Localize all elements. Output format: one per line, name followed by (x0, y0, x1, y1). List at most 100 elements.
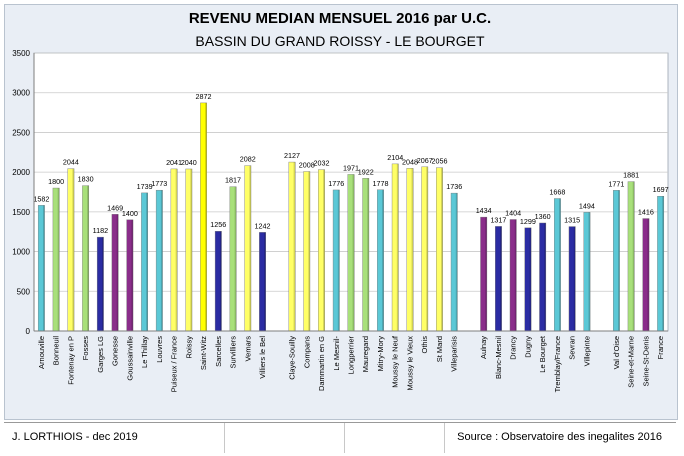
bar-shade (72, 168, 75, 331)
x-tick-label: Saint-Witz (199, 336, 208, 370)
x-tick-label: Aulnay (479, 336, 488, 359)
x-tick-label: Longperrier (347, 336, 356, 375)
bar-shade (131, 219, 134, 331)
bar-shade (146, 192, 148, 331)
bar-shade (617, 190, 620, 331)
x-tick-label: Sevran (568, 336, 577, 360)
bar-shade (485, 217, 487, 331)
x-tick-label: Gonesse (111, 336, 120, 366)
bar-shade (234, 186, 237, 331)
chart-subtitle: BASSIN DU GRAND ROISSY - LE BOURGET (195, 33, 485, 49)
bar-shade (396, 163, 399, 331)
data-label: 1773 (151, 179, 167, 188)
bar-shade (382, 189, 384, 331)
data-label: 1736 (446, 182, 462, 191)
data-label: 2032 (314, 159, 330, 168)
x-tick-label: Puiseux / France (170, 336, 179, 392)
bar-shade (441, 167, 443, 331)
bar-shade (455, 193, 458, 331)
data-label: 2067 (417, 156, 433, 165)
x-tick-label: Garges LG (96, 336, 105, 373)
data-label: 1922 (358, 167, 374, 176)
data-label: 2040 (181, 158, 197, 167)
footer: J. LORTHIOIS - dec 2019 Source : Observa… (4, 422, 676, 453)
bar-shade (337, 189, 340, 331)
x-tick-label: Villeparisis (450, 336, 459, 372)
data-label: 1582 (33, 194, 49, 203)
bar-shade (57, 188, 60, 331)
x-tick-label: Moussy le Neuf (391, 335, 400, 388)
x-tick-label: Seine-et-Marne (627, 336, 636, 388)
data-label: 1881 (623, 171, 639, 180)
data-label: 2041 (166, 158, 182, 167)
bar-shade (323, 169, 325, 331)
bar-shade (219, 231, 222, 331)
data-label: 2082 (240, 155, 256, 164)
footer-author: J. LORTHIOIS - dec 2019 (12, 431, 138, 443)
data-label: 2127 (284, 151, 300, 160)
y-tick-label: 3000 (12, 89, 30, 98)
x-tick-label: Mauregard (361, 336, 370, 372)
footer-source: Source : Observatoire des inegalites 201… (457, 431, 662, 443)
x-tick-label: Villepinte (582, 336, 591, 366)
footer-divider (344, 423, 345, 453)
x-tick-label: Roissy (184, 336, 193, 359)
x-tick-label: Survilliers (229, 336, 238, 369)
x-tick-label: Sarcelles (214, 336, 223, 367)
data-label: 2056 (431, 157, 447, 166)
bar-shade (352, 174, 355, 331)
bar-shade (559, 198, 561, 331)
x-tick-label: Drancy (509, 336, 518, 360)
bar-shade (529, 227, 532, 331)
x-tick-label: St Mard (435, 336, 444, 362)
x-tick-label: Le Thillay (140, 336, 149, 368)
x-tick-label: Fosses (81, 336, 90, 360)
x-tick-label: Val d'Oise (612, 336, 621, 369)
x-tick-label: Vemars (243, 336, 252, 362)
data-label: 1830 (78, 175, 94, 184)
bar-shade (190, 168, 193, 331)
x-tick-label: Arnouville (37, 336, 46, 369)
x-tick-label: Le Mesnil- (332, 336, 341, 371)
bar-shade (249, 165, 251, 331)
data-label: 2044 (63, 158, 79, 167)
y-tick-label: 500 (17, 287, 31, 296)
bar-shade (573, 226, 576, 331)
data-label: 1697 (653, 185, 669, 194)
x-tick-label: Villiers le Bel (258, 336, 267, 379)
bar-shade (632, 181, 635, 331)
data-label: 1971 (343, 163, 359, 172)
data-label: 1404 (505, 208, 521, 217)
data-label: 1256 (210, 220, 226, 229)
data-label: 1400 (122, 209, 138, 218)
x-tick-label: Blanc-Mesnil (494, 336, 503, 379)
y-tick-label: 1500 (12, 208, 30, 217)
bar-shade (514, 219, 517, 331)
x-tick-label: Bonneuil (52, 336, 61, 366)
x-tick-label: Dugny (523, 336, 532, 358)
bar-shade (101, 237, 104, 331)
bar-shade (87, 185, 89, 331)
data-label: 1494 (579, 201, 595, 210)
data-label: 1182 (93, 226, 108, 235)
x-tick-label: Compans (302, 336, 311, 368)
footer-divider (224, 423, 225, 453)
data-label: 2048 (402, 157, 418, 166)
data-label: 1771 (608, 179, 624, 188)
bar-shade (426, 166, 428, 331)
bar-shade (205, 102, 207, 332)
x-tick-label: Mitry-Mory (376, 336, 385, 372)
x-tick-label: Othis (420, 336, 429, 354)
data-label: 1739 (137, 182, 153, 191)
y-tick-label: 2500 (12, 128, 30, 137)
bar-shade (116, 214, 119, 331)
data-label: 1416 (638, 208, 654, 217)
data-label: 1242 (255, 221, 271, 230)
data-label: 2872 (196, 92, 212, 101)
bar-shade (367, 178, 369, 331)
y-tick-label: 3500 (12, 49, 30, 58)
y-tick-label: 2000 (12, 168, 30, 177)
x-tick-label: Louvres (155, 336, 164, 363)
data-label: 2104 (387, 153, 403, 162)
